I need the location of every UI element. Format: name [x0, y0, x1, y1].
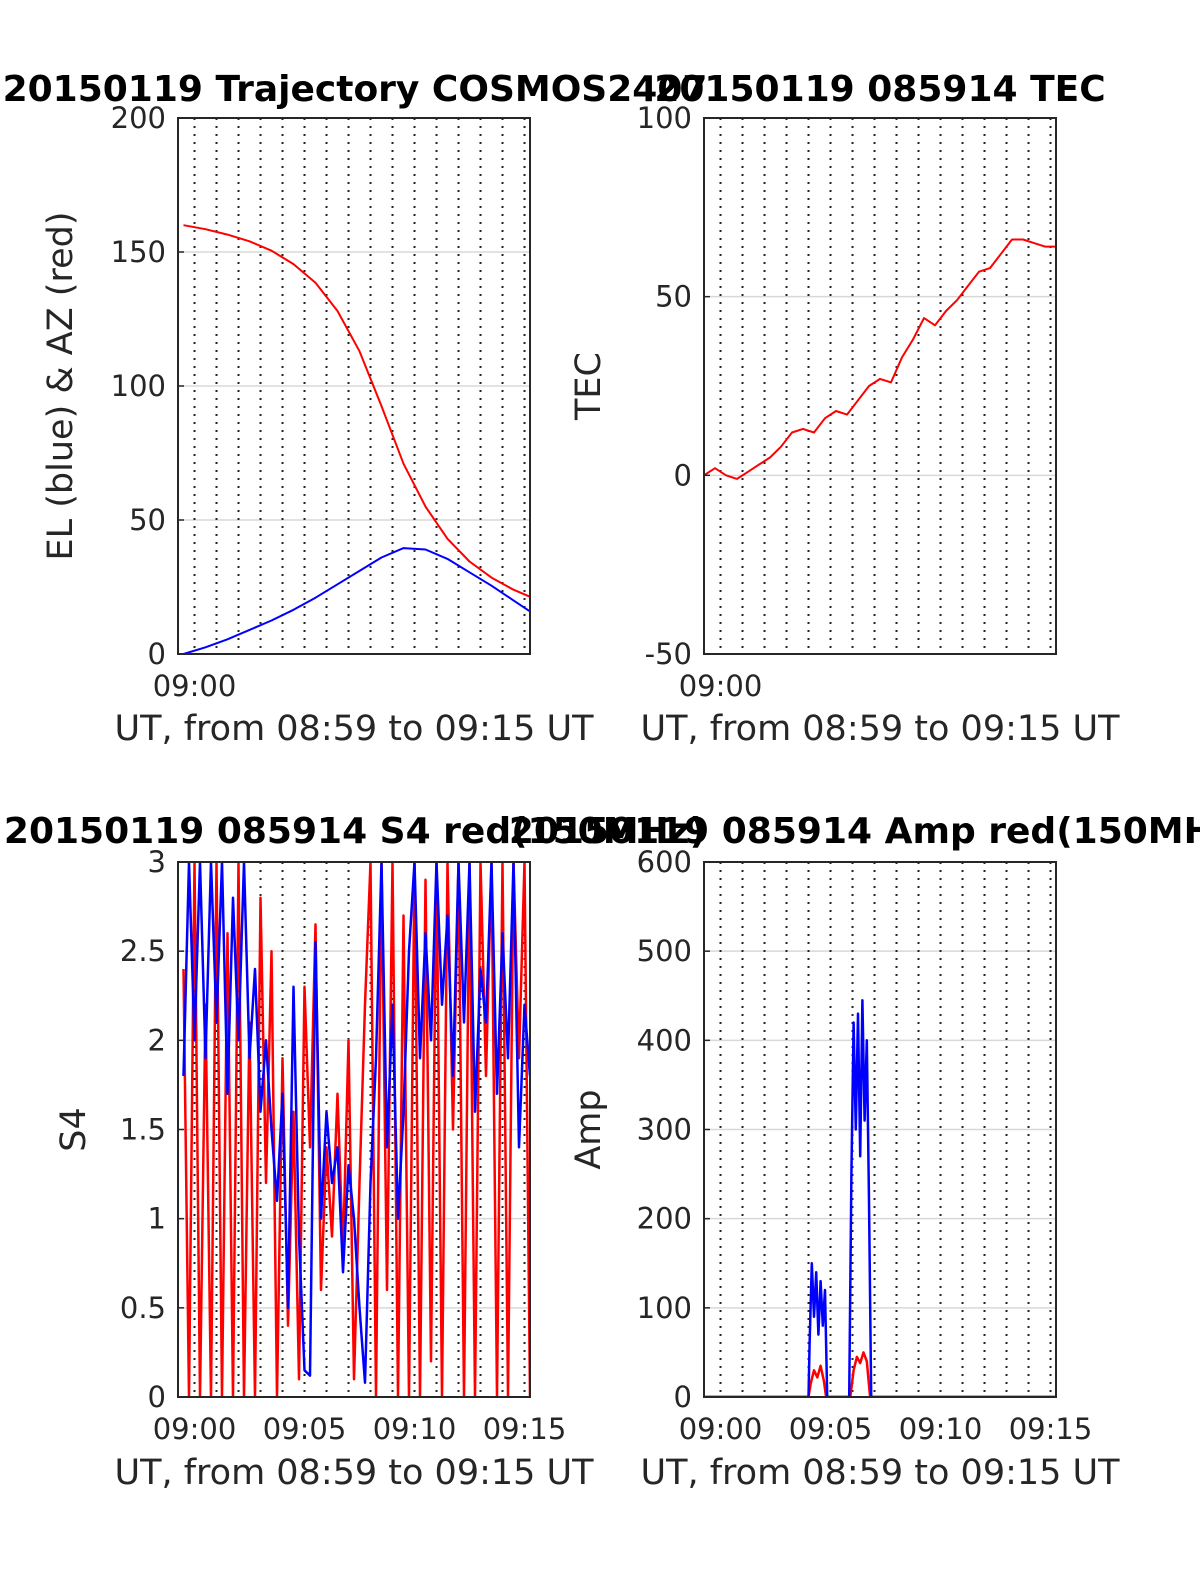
panel-title: 20150119 085914 Amp red(150MHz) — [509, 811, 1200, 852]
x-tick-label: 09:00 — [679, 1412, 763, 1446]
series-tec — [704, 238, 1056, 480]
y-tick-label: 150 — [111, 235, 166, 269]
panel-title: 20150119 085914 TEC — [654, 69, 1105, 110]
y-axis-label: TEC — [569, 352, 609, 421]
panel-4: 0 100 200 300 400 500 600 09:00 09:05 09:10 09:15 U… — [509, 811, 1200, 1493]
y-tick-label: 2 — [148, 1023, 166, 1057]
series-az — [183, 224, 530, 598]
panel-2: -50 0 50 100 09:00 UT, from 08:59 to 09:15 UT… — [569, 69, 1120, 749]
y-tick-label: 0 — [148, 1380, 166, 1414]
y-tick-label: 300 — [637, 1113, 692, 1147]
y-tick-label: 1 — [148, 1202, 166, 1236]
y-axis-label: EL (blue) & AZ (red) — [41, 212, 81, 561]
y-tick-label: 50 — [655, 280, 692, 314]
x-tick-label: 09:05 — [789, 1412, 873, 1446]
panel-title: 20150119 085914 S4 red(150MHz) — [4, 811, 706, 852]
x-axis-label: UT, from 08:59 to 09:15 UT — [114, 1453, 594, 1493]
x-tick-label: 09:15 — [483, 1412, 567, 1446]
y-tick-label: 500 — [637, 934, 692, 968]
series-amp-blue — [704, 998, 1056, 1397]
x-tick-label: 09:10 — [899, 1412, 983, 1446]
series-s4-blue — [182, 862, 530, 1384]
series-s4-red — [182, 862, 530, 1397]
x-tick-label: 09:00 — [153, 669, 237, 703]
x-tick-label: 09:00 — [679, 669, 763, 703]
panel-3: 0 0.5 1 1.5 2 2.5 3 09:00 09:05 09:10 09:15 UT, fro… — [4, 811, 706, 1493]
y-tick-label: 3 — [148, 845, 166, 879]
y-tick-label: 200 — [637, 1202, 692, 1236]
x-tick-label: 09:15 — [1009, 1412, 1093, 1446]
x-axis-label: UT, from 08:59 to 09:15 UT — [114, 709, 594, 749]
x-tick-label: 09:00 — [153, 1412, 237, 1446]
x-axis-label: UT, from 08:59 to 09:15 UT — [640, 709, 1120, 749]
y-tick-label: 50 — [129, 503, 166, 537]
panel-title: 20150119 Trajectory COSMOS2407 — [3, 69, 708, 110]
y-tick-label: 600 — [637, 845, 692, 879]
y-tick-label: 100 — [637, 1291, 692, 1325]
y-axis-label: S4 — [54, 1107, 94, 1152]
series-amp-red — [704, 1351, 1056, 1397]
y-tick-label: 1.5 — [120, 1113, 166, 1147]
plot-frame — [703, 117, 1057, 655]
series-el — [183, 547, 530, 654]
y-tick-label: 0.5 — [120, 1291, 166, 1325]
y-axis-label: Amp — [569, 1089, 609, 1169]
x-tick-label: 09:05 — [263, 1412, 347, 1446]
y-tick-label: 100 — [637, 101, 692, 135]
y-tick-label: 2.5 — [120, 934, 166, 968]
y-tick-label: 200 — [111, 101, 166, 135]
y-tick-label: 0 — [674, 458, 692, 492]
y-tick-label: 100 — [111, 369, 166, 403]
y-tick-label: 400 — [637, 1023, 692, 1057]
x-tick-label: 09:10 — [373, 1412, 457, 1446]
y-tick-label: 0 — [148, 637, 166, 671]
y-tick-label: -50 — [645, 637, 692, 671]
x-axis-label: UT, from 08:59 to 09:15 UT — [640, 1453, 1120, 1493]
panel-1: 0 50 100 150 200 09:00 UT, from 08:59 to 09:15… — [3, 69, 708, 749]
y-tick-label: 0 — [674, 1380, 692, 1414]
